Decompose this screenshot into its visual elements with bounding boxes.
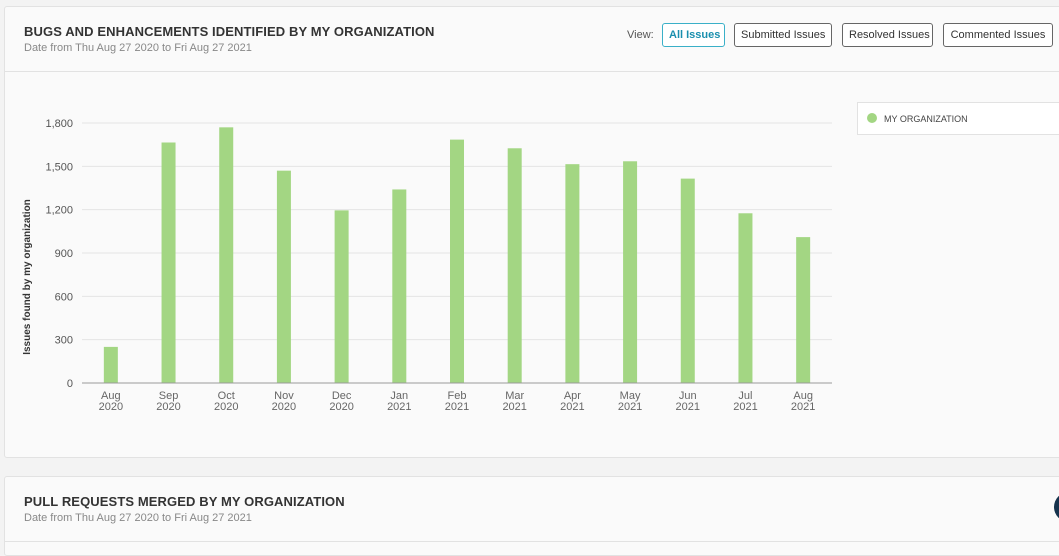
pull-requests-panel: PULL REQUESTS MERGED BY MY ORGANIZATION …	[4, 476, 1059, 556]
view-resolved-issues-button[interactable]: Resolved Issues	[842, 23, 933, 47]
x-tick-label-month: Oct	[218, 390, 235, 402]
bugs-panel-header: BUGS AND ENHANCEMENTS IDENTIFIED BY MY O…	[5, 7, 1059, 72]
view-submitted-issues-button[interactable]: Submitted Issues	[734, 23, 832, 47]
bar-mar-2021[interactable]	[507, 148, 522, 383]
y-tick-label: 900	[55, 248, 73, 260]
chart-legend: MY ORGANIZATION	[857, 102, 1059, 135]
view-label: View:	[627, 29, 654, 41]
y-axis-label: Issues found by my organization	[22, 199, 33, 355]
bar-feb-2021[interactable]	[450, 139, 464, 383]
x-tick-label-year: 2020	[329, 401, 353, 413]
x-tick-label-month: Jan	[390, 390, 408, 402]
x-tick-label-year: 2021	[502, 401, 526, 413]
y-tick-label: 0	[67, 378, 73, 390]
pull-requests-panel-date-range: Date from Thu Aug 27 2020 to Fri Aug 27 …	[24, 512, 252, 524]
y-tick-label: 1,200	[45, 205, 73, 217]
y-tick-label: 600	[55, 291, 73, 303]
bar-jun-2021[interactable]	[680, 178, 695, 383]
x-tick-label-month: Nov	[274, 390, 294, 402]
bar-nov-2020[interactable]	[276, 170, 291, 383]
bar-jul-2021[interactable]	[738, 213, 753, 383]
legend-swatch-my-organization	[867, 113, 877, 123]
help-chat-button[interactable]	[1054, 492, 1059, 522]
x-tick-label-year: 2021	[791, 401, 815, 413]
bar-dec-2020[interactable]	[334, 210, 349, 383]
x-tick-label-year: 2021	[445, 401, 469, 413]
pull-requests-panel-header: PULL REQUESTS MERGED BY MY ORGANIZATION …	[5, 477, 1059, 542]
view-all-issues-button[interactable]: All Issues	[662, 23, 725, 47]
bar-aug-2021[interactable]	[796, 237, 811, 383]
x-tick-label-year: 2020	[272, 401, 296, 413]
issues-bar-chart: 03006009001,2001,5001,800Aug2020Sep2020O…	[22, 118, 832, 413]
bar-may-2021[interactable]	[623, 161, 638, 383]
x-tick-label-month: Aug	[101, 390, 121, 402]
x-tick-label-month: Aug	[793, 390, 813, 402]
bugs-panel-date-range: Date from Thu Aug 27 2020 to Fri Aug 27 …	[24, 42, 252, 54]
bar-sep-2020[interactable]	[161, 142, 176, 384]
chart-axes: 03006009001,2001,5001,800Aug2020Sep2020O…	[45, 118, 832, 413]
x-tick-label-year: 2021	[560, 401, 584, 413]
x-tick-label-month: May	[620, 390, 641, 402]
view-commented-issues-button[interactable]: Commented Issues	[943, 23, 1053, 47]
bar-oct-2020[interactable]	[219, 127, 234, 383]
x-tick-label-year: 2020	[214, 401, 238, 413]
bugs-panel: BUGS AND ENHANCEMENTS IDENTIFIED BY MY O…	[4, 6, 1059, 458]
bar-apr-2021[interactable]	[565, 164, 580, 383]
x-tick-label-year: 2021	[733, 401, 757, 413]
bar-jan-2021[interactable]	[392, 189, 407, 383]
bugs-panel-title: BUGS AND ENHANCEMENTS IDENTIFIED BY MY O…	[24, 24, 435, 39]
bar-aug-2020[interactable]	[103, 346, 118, 383]
y-tick-label: 1,800	[45, 118, 73, 130]
chart-bars	[103, 127, 811, 384]
y-tick-label: 1,500	[45, 161, 73, 173]
legend-label-my-organization: MY ORGANIZATION	[884, 114, 968, 124]
x-tick-label-month: Mar	[505, 390, 524, 402]
x-tick-label-year: 2020	[99, 401, 123, 413]
x-tick-label-month: Feb	[448, 390, 467, 402]
x-tick-label-month: Jul	[738, 390, 752, 402]
x-tick-label-month: Apr	[564, 390, 581, 402]
x-tick-label-year: 2021	[618, 401, 642, 413]
x-tick-label-year: 2021	[676, 401, 700, 413]
x-tick-label-month: Jun	[679, 390, 697, 402]
x-tick-label-month: Sep	[159, 390, 179, 402]
x-tick-label-year: 2020	[156, 401, 180, 413]
y-tick-label: 300	[55, 335, 73, 347]
x-tick-label-month: Dec	[332, 390, 352, 402]
pull-requests-panel-title: PULL REQUESTS MERGED BY MY ORGANIZATION	[24, 494, 345, 509]
x-tick-label-year: 2021	[387, 401, 411, 413]
